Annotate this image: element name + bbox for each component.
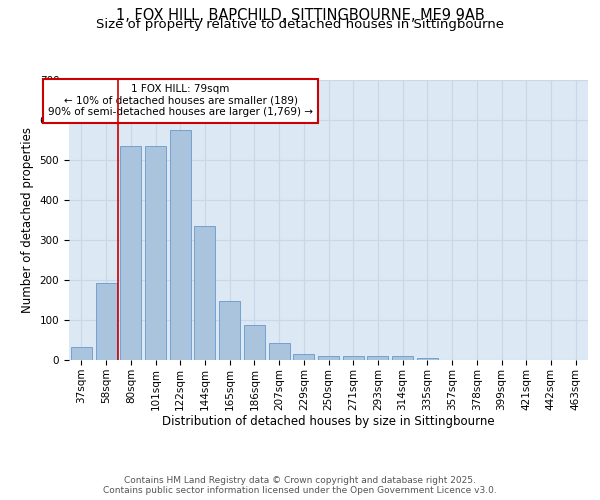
Bar: [194, 226, 215, 360]
Bar: [293, 354, 314, 360]
X-axis label: Distribution of detached houses by size in Sittingbourne: Distribution of detached houses by size …: [162, 416, 495, 428]
Bar: [269, 343, 290, 360]
Bar: [244, 325, 265, 360]
Bar: [367, 356, 388, 360]
Text: Contains HM Land Registry data © Crown copyright and database right 2025.
Contai: Contains HM Land Registry data © Crown c…: [103, 476, 497, 495]
Bar: [145, 146, 166, 360]
Bar: [170, 130, 191, 360]
Text: 1, FOX HILL, BAPCHILD, SITTINGBOURNE, ME9 9AB: 1, FOX HILL, BAPCHILD, SITTINGBOURNE, ME…: [116, 8, 484, 22]
Text: 1 FOX HILL: 79sqm
← 10% of detached houses are smaller (189)
90% of semi-detache: 1 FOX HILL: 79sqm ← 10% of detached hous…: [48, 84, 313, 117]
Bar: [95, 283, 116, 360]
Text: Size of property relative to detached houses in Sittingbourne: Size of property relative to detached ho…: [96, 18, 504, 31]
Bar: [392, 356, 413, 360]
Bar: [71, 347, 92, 360]
Bar: [343, 356, 364, 360]
Y-axis label: Number of detached properties: Number of detached properties: [21, 127, 34, 313]
Bar: [318, 356, 339, 360]
Bar: [417, 358, 438, 360]
Bar: [120, 146, 141, 360]
Bar: [219, 301, 240, 360]
